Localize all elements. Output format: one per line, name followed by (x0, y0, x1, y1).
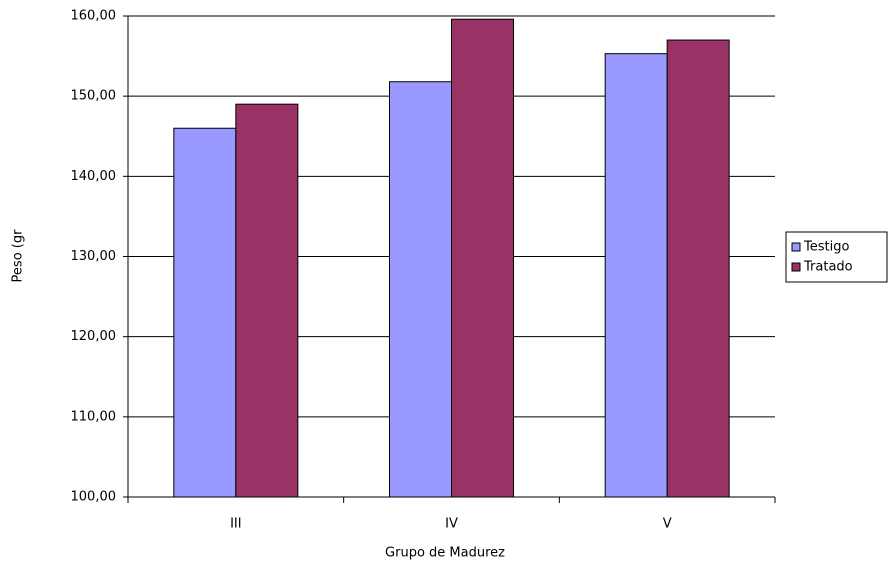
x-tick-label: V (663, 517, 672, 532)
x-tick-label: III (230, 517, 242, 532)
bar (604, 53, 668, 498)
y-tick-label: 130,00 (71, 249, 117, 264)
legend-swatch (791, 242, 801, 252)
legend-label: Tratado (803, 260, 853, 275)
legend-box (785, 231, 888, 283)
y-tick-label: 160,00 (71, 9, 117, 24)
legend-swatch (791, 262, 801, 272)
bar (235, 103, 299, 498)
y-tick-label: 110,00 (71, 409, 117, 424)
y-tick-label: 100,00 (71, 490, 117, 505)
bar (173, 127, 237, 498)
bar (666, 39, 730, 498)
x-tick-label: IV (445, 517, 458, 532)
x-axis-title: Grupo de Madurez (385, 546, 505, 561)
bar (451, 18, 514, 498)
legend-label: Testigo (803, 240, 849, 255)
y-tick-label: 120,00 (71, 329, 117, 344)
bar (389, 81, 452, 498)
y-tick-label: 140,00 (71, 169, 117, 184)
y-tick-label: 150,00 (71, 89, 117, 104)
y-axis-title: Peso (gr (11, 229, 26, 283)
